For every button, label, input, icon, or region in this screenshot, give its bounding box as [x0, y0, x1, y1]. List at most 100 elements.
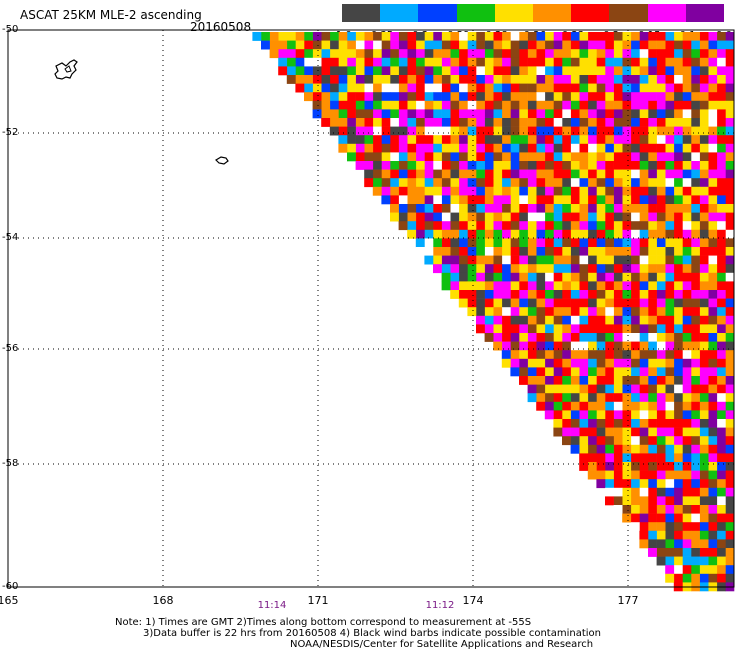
swath-cell: [398, 109, 408, 119]
swath-cell: [673, 169, 683, 179]
swath-cell: [312, 57, 322, 67]
swath-cell: [656, 32, 666, 41]
swath-cell: [458, 204, 468, 213]
swath-cell: [716, 186, 726, 196]
swath-cell: [407, 126, 417, 136]
swath-cell: [484, 229, 494, 239]
swath-cell: [673, 427, 683, 437]
swath-cell: [656, 135, 666, 145]
swath-cell: [347, 57, 356, 67]
swath-cell: [630, 49, 640, 59]
swath-cell: [682, 315, 692, 325]
swath-cell: [699, 539, 709, 549]
swath-cell: [467, 32, 477, 41]
swath-cell: [527, 32, 537, 41]
swath-cell: [665, 40, 675, 50]
swath-cell: [390, 57, 399, 67]
swath-cell: [665, 281, 675, 291]
swath-cell: [708, 453, 718, 463]
swath-cell: [321, 83, 331, 93]
swath-cell: [587, 40, 597, 50]
swath-cell: [501, 152, 511, 162]
swath-cell: [536, 350, 546, 360]
swath-cell: [510, 161, 520, 170]
swath-cell: [656, 384, 666, 394]
swath-cell: [493, 341, 503, 351]
swath-cell: [579, 49, 589, 59]
swath-cell: [510, 169, 520, 179]
swath-cell: [699, 393, 709, 403]
swath-cell: [708, 126, 718, 136]
swath-cell: [699, 496, 709, 506]
swath-cell: [656, 419, 666, 428]
swath-cell: [433, 126, 442, 136]
swath-cell: [441, 161, 451, 170]
swath-cell: [355, 126, 365, 136]
swath-cell: [613, 384, 623, 394]
swath-cell: [716, 229, 726, 239]
swath-cell: [579, 83, 589, 93]
swath-cell: [519, 367, 528, 377]
swath-cell: [381, 195, 391, 205]
swath-cell: [708, 384, 718, 394]
swath-cell: [390, 92, 399, 102]
swath-cell: [415, 100, 425, 110]
swath-cell: [347, 66, 356, 76]
swath-cell: [691, 75, 700, 84]
swath-cell: [587, 462, 597, 471]
swath-cell: [622, 401, 632, 411]
swath-cell: [450, 247, 460, 256]
swath-cell: [476, 83, 485, 93]
swath-cell: [510, 290, 520, 299]
swath-cell: [329, 109, 339, 119]
swath-cell: [587, 221, 597, 231]
swath-cell: [665, 169, 675, 179]
swath-cell: [553, 126, 563, 136]
swath-cell: [708, 272, 718, 282]
swath-cell: [501, 186, 511, 196]
swath-cell: [648, 143, 657, 153]
swath-cell: [716, 32, 726, 41]
swath-cell: [527, 92, 537, 102]
swath-cell: [458, 238, 468, 248]
swath-cell: [587, 307, 597, 317]
swath-cell: [484, 75, 494, 84]
swath-cell: [716, 152, 726, 162]
swath-cell: [278, 49, 288, 59]
swath-cell: [476, 186, 485, 196]
swath-cell: [691, 427, 700, 437]
swath-cell: [605, 247, 614, 256]
swath-cell: [364, 161, 374, 170]
swath-cell: [682, 341, 692, 351]
swath-cell: [544, 341, 554, 351]
swath-cell: [725, 229, 735, 239]
swath-cell: [381, 83, 391, 93]
swath-cell: [639, 49, 649, 59]
swath-cell: [725, 419, 735, 428]
swath-cell: [372, 178, 382, 188]
swath-cell: [665, 522, 675, 532]
swath-cell: [570, 221, 580, 231]
swath-cell: [501, 333, 511, 342]
swath-cell: [665, 496, 675, 506]
swath-cell: [433, 238, 442, 248]
swath-cell: [699, 479, 709, 489]
swath-cell: [527, 264, 537, 274]
swath-cell: [553, 419, 563, 428]
swath-cell: [613, 393, 623, 403]
swath-cell: [725, 49, 735, 59]
swath-cell: [415, 40, 425, 50]
swath-cell: [467, 264, 477, 274]
swath-cell: [450, 126, 460, 136]
swath-cell: [639, 281, 649, 291]
swath-cell: [562, 178, 571, 188]
swath-cell: [605, 92, 614, 102]
swath-cell: [501, 143, 511, 153]
swath-cell: [716, 393, 726, 403]
swath-cell: [398, 66, 408, 76]
swath-cell: [476, 66, 485, 76]
swath-cell: [605, 384, 614, 394]
swath-cell: [716, 376, 726, 385]
swath-cell: [673, 307, 683, 317]
swath-cell: [656, 212, 666, 222]
